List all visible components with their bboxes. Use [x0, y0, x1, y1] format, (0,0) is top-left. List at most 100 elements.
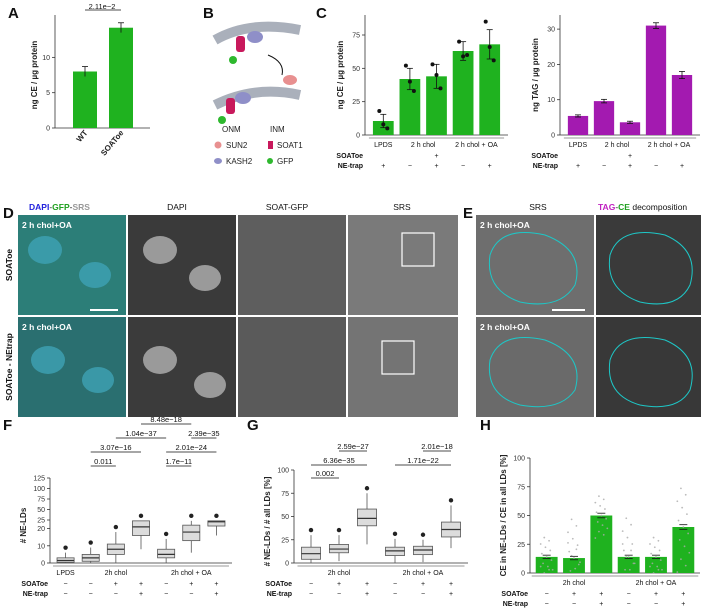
panel-h-point	[543, 572, 546, 574]
panel-letter-d: D	[3, 205, 14, 222]
panel-h-cond-mark: −	[545, 591, 549, 598]
panel-h-ytick-label: 75	[517, 484, 525, 491]
panel-h-point	[539, 565, 542, 568]
panel-h-cond-mark: −	[572, 601, 576, 608]
panel-g-group-label: 2h chol + OA	[403, 570, 444, 577]
panel-f-ytick-label: 125	[33, 476, 45, 483]
panel-g-outlier	[448, 498, 454, 503]
panel-h-point	[571, 537, 574, 540]
panel-f-cond-mark: +	[189, 581, 193, 588]
panel-c-tag-group-label: 2 h chol + OA	[648, 142, 691, 149]
panel-f-pvalue: 1.7e−11	[165, 457, 192, 466]
panel-h-point	[595, 511, 598, 514]
e-image-srs-2	[476, 317, 594, 417]
panel-c-tag-row-label: NE-trap	[533, 163, 558, 170]
panel-h-point	[684, 564, 687, 567]
panel-c-ce-cond-mark: +	[434, 163, 438, 170]
panel-g-ytick-label: 50	[281, 514, 289, 521]
panel-g-cond-mark: +	[449, 581, 453, 588]
panel-f-box	[182, 524, 201, 542]
panel-c-ce-point	[438, 86, 443, 91]
panel-h-point	[676, 500, 679, 503]
panel-f-cond-mark: −	[164, 581, 168, 588]
panel-c-tag-row-label: SOAToe	[531, 153, 558, 160]
panel-c-ce-bar	[399, 79, 421, 135]
panel-h-group-label: 2h chol	[563, 580, 586, 587]
panel-f-outlier	[163, 531, 169, 537]
panel-h-row-label: SOAToe	[501, 591, 528, 598]
panel-h-point	[544, 546, 547, 549]
panel-c-tag-group-label: LPDS	[569, 142, 588, 149]
panel-f-ytick-label: 75	[37, 497, 45, 504]
onm-membrane	[212, 21, 301, 45]
d-nucleus	[79, 262, 111, 288]
panel-h-point	[598, 530, 600, 533]
e-image-decomp-1	[596, 215, 701, 315]
panel-h-point	[598, 495, 600, 498]
panel-h-point	[649, 543, 651, 545]
panel-h-point	[542, 562, 544, 565]
panel-h-point	[594, 537, 597, 539]
panel-h-point	[682, 526, 685, 528]
panel-a-ylabel: ng CE / µg protein	[30, 41, 39, 110]
panel-c-tag-cond-mark: −	[654, 163, 658, 170]
panel-f-cond-mark: −	[64, 581, 68, 588]
d-zoom-box	[381, 340, 415, 375]
panel-h-point	[680, 487, 682, 490]
panel-g-pvalue: 1.71e−22	[407, 456, 439, 465]
panel-h-point	[605, 517, 608, 520]
panel-h-point	[627, 556, 630, 558]
panel-h-point	[625, 517, 628, 520]
gfp-legend-icon	[267, 158, 273, 164]
panel-c-ce-chart: ng CE / µg protein 0 25 50 75 LPDS 2 h chol 2 h…	[336, 15, 508, 170]
e-nucleus-outline	[608, 232, 693, 305]
panel-c-ce-cond-mark: −	[461, 163, 465, 170]
panel-g-cond-mark: +	[365, 581, 369, 588]
legend-sun2: SUN2	[226, 141, 248, 150]
panel-c-ce-group-label: 2 h chol + OA	[455, 142, 498, 149]
panel-h-point	[661, 568, 663, 571]
panel-c-ce-point	[434, 73, 439, 77]
panel-g-ytick-label: 25	[281, 537, 289, 544]
panel-h-point	[631, 543, 634, 545]
panel-c-tag-cond-mark: −	[602, 163, 606, 170]
panel-f-cond-mark: +	[114, 581, 118, 588]
panel-f-cond-mark: −	[164, 591, 168, 598]
panel-a-xtick-label: WT	[75, 128, 90, 143]
panel-h-point	[626, 536, 629, 539]
panel-f-cond-mark: −	[114, 591, 118, 598]
panel-f-cond-mark: +	[214, 581, 218, 588]
panel-h-point	[657, 539, 660, 542]
e-overlay-label: 2 h chol+OA	[480, 322, 530, 332]
panel-c-ce-bar	[426, 76, 447, 135]
panel-h-point	[573, 557, 575, 559]
panel-c-ce-point	[407, 79, 412, 84]
panel-h-ytick-label: 25	[517, 542, 525, 549]
panel-c-ce-cond-mark: −	[408, 163, 412, 170]
panel-f-box	[132, 520, 150, 536]
panel-g-cond-mark: +	[421, 581, 425, 588]
panel-f-outlier	[189, 513, 194, 519]
panel-g-group-label: 2h chol	[328, 570, 351, 577]
panel-letter-h: H	[480, 417, 491, 434]
panel-f-ytick-label: 50	[37, 507, 45, 514]
panel-h-point	[652, 536, 655, 539]
panel-h-point	[549, 549, 552, 552]
panel-h-point	[680, 558, 682, 561]
panel-c-ce-point	[411, 89, 416, 93]
panel-h-cond-mark: −	[627, 601, 631, 608]
d-nucleus	[28, 236, 62, 264]
panel-c-tag-bar	[645, 25, 667, 136]
panel-c-ce-group-label: 2 h chol	[411, 142, 436, 149]
panel-c-tag-group-label: 2 h chol	[605, 142, 630, 149]
panel-a-bar	[109, 27, 133, 128]
kash2-legend-icon	[214, 158, 222, 164]
panel-h-point	[596, 521, 599, 523]
d-nucleus	[143, 346, 177, 374]
panel-c-ce-point	[457, 39, 462, 44]
panel-c-ce-row-label: NE-trap	[338, 163, 363, 170]
panel-g-outlier	[308, 527, 314, 533]
panel-h-point	[550, 559, 553, 562]
panel-h-group-label: 2h chol + OA	[636, 580, 677, 587]
panel-g-ytick-label: 75	[281, 491, 289, 498]
